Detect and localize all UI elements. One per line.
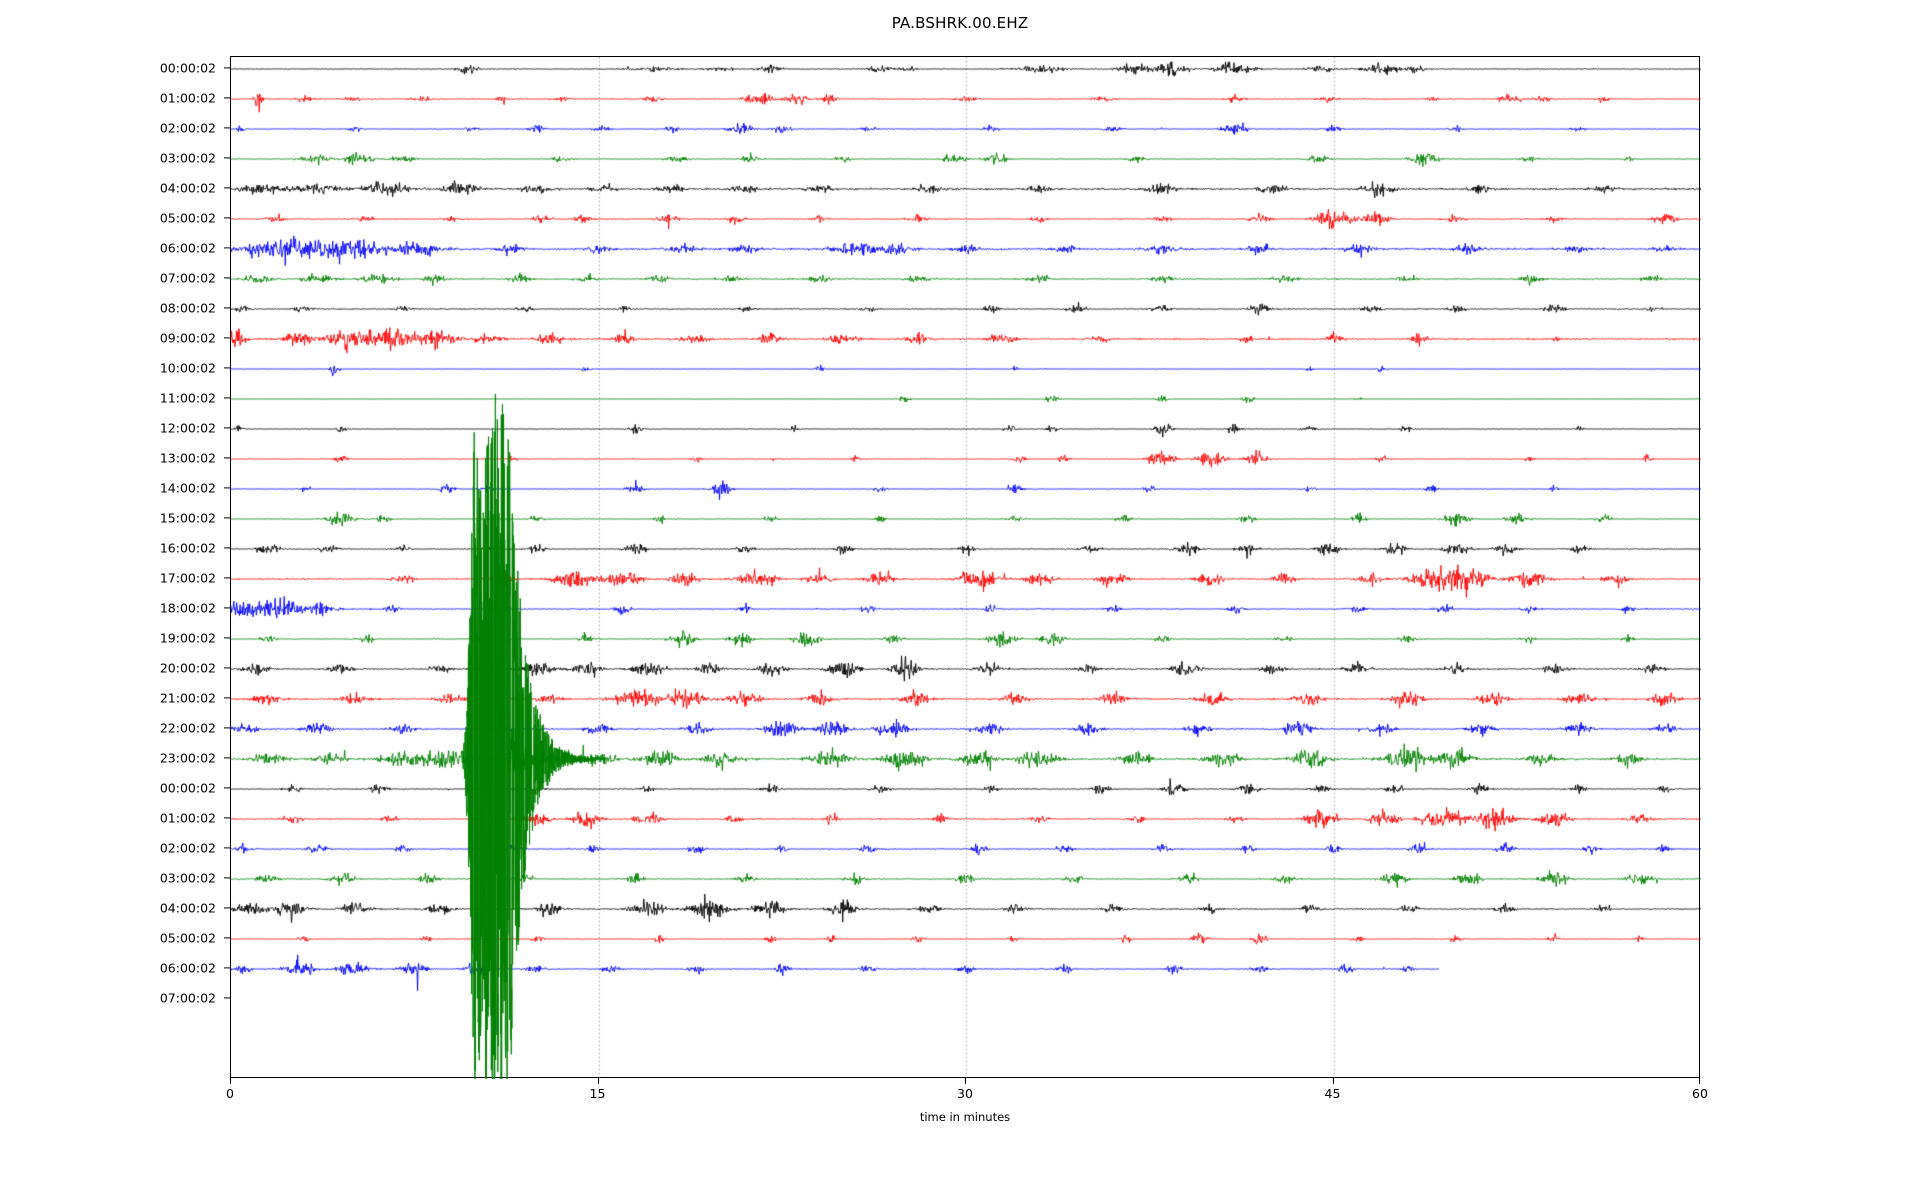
y-axis-tick-label: 01:00:02 xyxy=(159,810,216,826)
y-axis-tick-label: 21:00:02 xyxy=(159,690,216,706)
y-axis-tick-label: 15:00:02 xyxy=(159,510,216,526)
y-axis-tick-label: 14:00:02 xyxy=(159,480,216,496)
y-axis-tick xyxy=(224,757,230,759)
x-axis-tick xyxy=(965,1078,967,1084)
y-axis-tick xyxy=(224,697,230,699)
y-axis-tick xyxy=(224,247,230,249)
y-axis-tick-label: 05:00:02 xyxy=(159,210,216,226)
x-axis-tick-marks xyxy=(230,1078,1700,1087)
y-axis-labels: 00:00:02 01:00:02 02:00:02 03:00:02 04:00:02… xyxy=(0,56,216,1078)
x-axis-tick xyxy=(597,1078,599,1084)
y-axis-tick-label: 18:00:02 xyxy=(159,600,216,616)
y-axis-tick xyxy=(224,157,230,159)
y-axis-tick xyxy=(224,307,230,309)
y-axis-tick xyxy=(224,487,230,489)
y-axis-tick-label: 04:00:02 xyxy=(159,180,216,196)
y-axis-tick-label: 02:00:02 xyxy=(159,840,216,856)
x-axis-tick-label: 0 xyxy=(226,1086,234,1101)
y-axis-tick-label: 01:00:02 xyxy=(159,90,216,106)
y-axis-tick xyxy=(224,847,230,849)
y-axis-tick-label: 08:00:02 xyxy=(159,300,216,316)
y-axis-tick xyxy=(224,787,230,789)
y-axis-tick-label: 03:00:02 xyxy=(159,150,216,166)
y-axis-tick xyxy=(224,547,230,549)
y-axis-tick xyxy=(224,517,230,519)
y-axis-tick xyxy=(224,997,230,999)
y-axis-tick xyxy=(224,577,230,579)
y-axis-tick-label: 03:00:02 xyxy=(159,870,216,886)
x-axis-tick-label: 15 xyxy=(589,1086,606,1101)
seismic-traces-canvas xyxy=(231,57,1701,1079)
y-axis-tick xyxy=(224,937,230,939)
y-axis-tick-label: 10:00:02 xyxy=(159,360,216,376)
y-axis-tick-label: 19:00:02 xyxy=(159,630,216,646)
y-axis-tick-label: 09:00:02 xyxy=(159,330,216,346)
y-axis-tick-label: 05:00:02 xyxy=(159,930,216,946)
y-axis-tick-label: 13:00:02 xyxy=(159,450,216,466)
y-axis-tick xyxy=(224,727,230,729)
page-title: PA.BSHRK.00.EHZ xyxy=(891,14,1029,32)
y-axis-tick-label: 12:00:02 xyxy=(159,420,216,436)
y-axis-tick xyxy=(224,367,230,369)
y-axis-tick xyxy=(224,127,230,129)
y-axis-tick xyxy=(224,67,230,69)
y-axis-tick-label: 22:00:02 xyxy=(159,720,216,736)
y-axis-tick-label: 17:00:02 xyxy=(159,570,216,586)
y-axis-tick-label: 06:00:02 xyxy=(159,960,216,976)
y-axis-tick xyxy=(224,817,230,819)
x-axis-tick-label: 60 xyxy=(1692,1086,1708,1101)
y-axis-tick-label: 00:00:02 xyxy=(159,60,216,76)
y-axis-tick xyxy=(224,877,230,879)
y-axis-tick xyxy=(224,967,230,969)
x-axis-tick xyxy=(1332,1078,1334,1084)
y-axis-tick xyxy=(224,667,230,669)
y-axis-tick-label: 07:00:02 xyxy=(159,990,216,1006)
y-axis-tick xyxy=(224,457,230,459)
y-axis-tick xyxy=(224,217,230,219)
y-axis-tick-label: 02:00:02 xyxy=(159,120,216,136)
y-axis-tick-label: 23:00:02 xyxy=(159,750,216,766)
y-axis-tick-label: 20:00:02 xyxy=(159,660,216,676)
y-axis-tick xyxy=(224,97,230,99)
x-axis-tick-label: 30 xyxy=(957,1086,973,1101)
y-axis-tick xyxy=(224,907,230,909)
y-axis-tick xyxy=(224,427,230,429)
y-axis-tick xyxy=(224,337,230,339)
y-axis-tick xyxy=(224,637,230,639)
y-axis-tick xyxy=(224,607,230,609)
x-axis-tick xyxy=(230,1078,232,1084)
x-axis-title: time in minutes xyxy=(919,1110,1011,1124)
y-axis-tick-label: 07:00:02 xyxy=(159,270,216,286)
plot-area xyxy=(230,56,1701,1079)
y-axis-tick-label: 06:00:02 xyxy=(159,240,216,256)
y-axis-tick-marks xyxy=(0,56,230,1078)
y-axis-tick-label: 16:00:02 xyxy=(159,540,216,556)
y-axis-tick xyxy=(224,397,230,399)
x-axis-tick-labels: 0 15 30 45 60 xyxy=(226,1086,1708,1108)
y-axis-tick xyxy=(224,187,230,189)
y-axis-tick-label: 11:00:02 xyxy=(159,390,216,406)
x-axis-tick-label: 45 xyxy=(1324,1086,1341,1101)
y-axis-tick-label: 04:00:02 xyxy=(159,900,216,916)
y-axis-tick-label: 00:00:02 xyxy=(159,780,216,796)
y-axis-tick xyxy=(224,277,230,279)
x-axis-tick xyxy=(1698,1078,1700,1084)
